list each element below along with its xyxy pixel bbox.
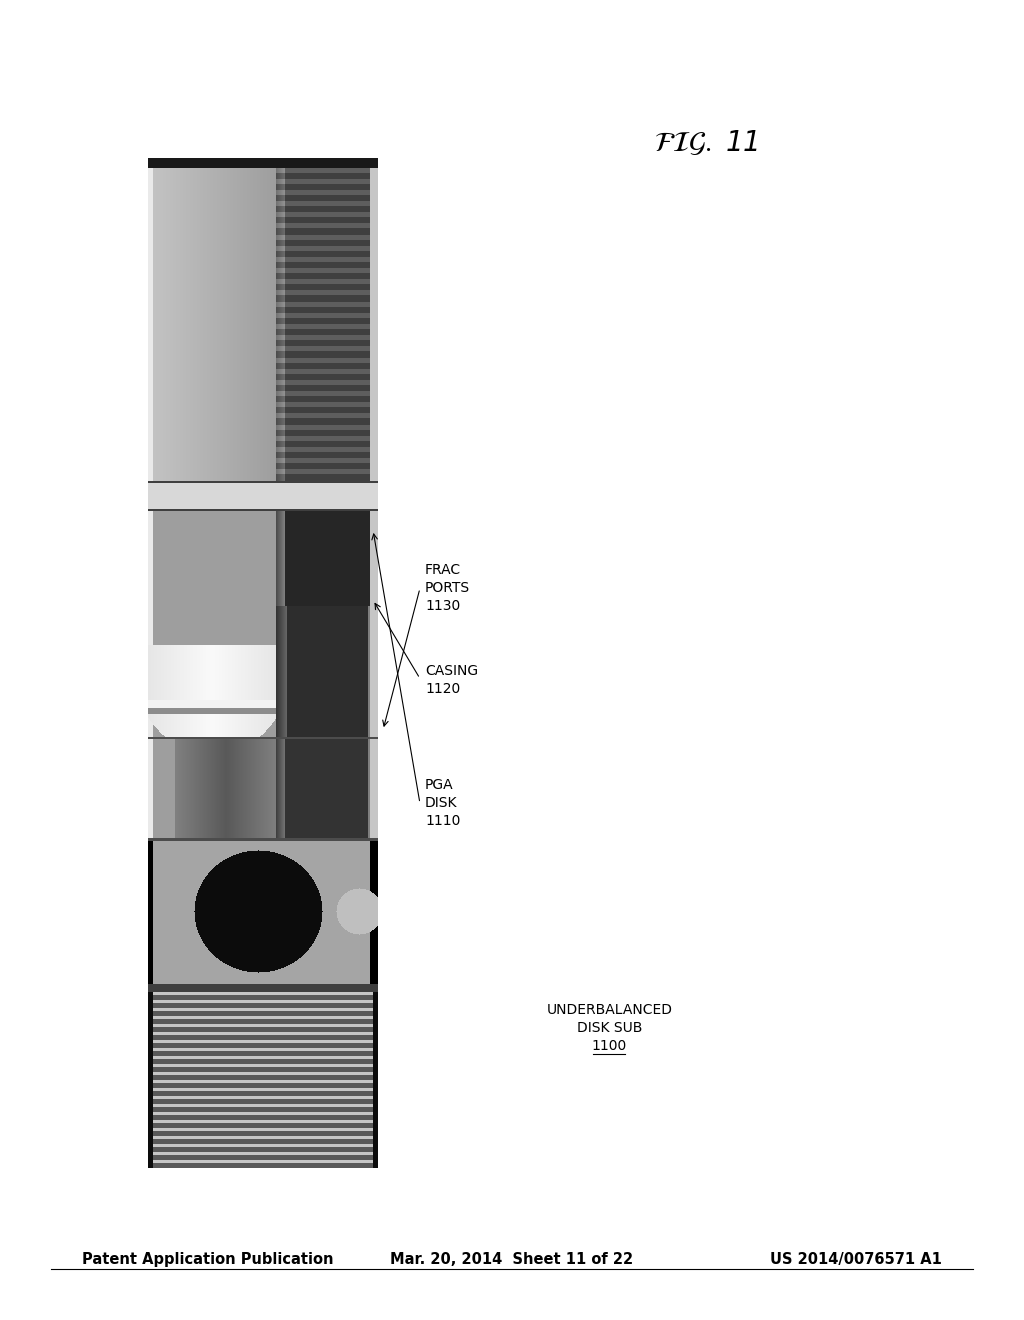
Text: DISK: DISK: [425, 796, 458, 810]
Text: PGA: PGA: [425, 779, 454, 792]
Text: US 2014/0076571 A1: US 2014/0076571 A1: [770, 1253, 942, 1267]
Text: Mar. 20, 2014  Sheet 11 of 22: Mar. 20, 2014 Sheet 11 of 22: [390, 1253, 634, 1267]
Text: 1130: 1130: [425, 599, 460, 614]
Text: Patent Application Publication: Patent Application Publication: [82, 1253, 334, 1267]
Text: 1110: 1110: [425, 814, 461, 829]
Text: DISK SUB: DISK SUB: [577, 1020, 642, 1035]
Text: $\mathcal{FIG.}$ 11: $\mathcal{FIG.}$ 11: [654, 128, 759, 157]
Text: PORTS: PORTS: [425, 581, 470, 595]
Text: UNDERBALANCED: UNDERBALANCED: [546, 1003, 673, 1016]
Text: 1100: 1100: [592, 1039, 627, 1053]
Text: CASING: CASING: [425, 664, 478, 677]
Text: 1120: 1120: [425, 681, 460, 696]
Text: FRAC: FRAC: [425, 564, 461, 577]
